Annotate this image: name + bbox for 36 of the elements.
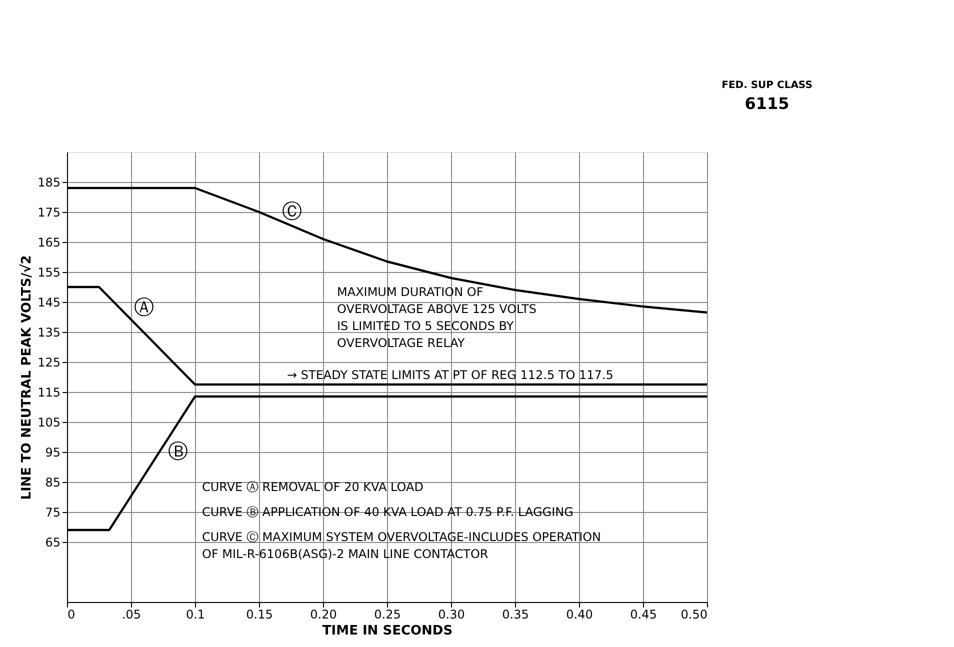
y-tick-label: 95 (45, 446, 60, 460)
y-tick-label: 125 (38, 356, 60, 370)
y-tick-label: 135 (38, 326, 60, 340)
x-tick-label: 0.45 (630, 608, 657, 622)
x-tick-label: 0.30 (438, 608, 465, 622)
y-tick-label: 85 (45, 476, 60, 490)
annotation: → STEADY STATE LIMITS AT PT OF REG 112.5 TO 117.5 (287, 368, 614, 382)
annotation: Ⓒ (282, 199, 302, 223)
annotation: Ⓐ (134, 295, 154, 319)
y-tick-label: 185 (38, 176, 60, 190)
x-tick-label: 0.1 (186, 608, 206, 622)
x-tick-label: 0 (68, 608, 76, 622)
y-tick-label: 155 (38, 266, 60, 280)
annotation: CURVE Ⓑ APPLICATION OF 40 KVA LOAD AT 0.75 P.F. LAGGING (202, 505, 574, 519)
x-tick-label: 0.35 (502, 608, 529, 622)
text: FED. SUP CLASS (722, 80, 812, 91)
x-tick-label: 0.25 (374, 608, 401, 622)
y-tick-label: 105 (38, 416, 60, 430)
annotation: CURVE Ⓐ REMOVAL OF 20 KVA LOAD (202, 480, 424, 494)
annotation: Ⓑ (168, 439, 188, 463)
text: 6115 (744, 94, 790, 113)
x-axis-title: TIME IN SECONDS (322, 624, 453, 638)
x-tick-label: 0.40 (566, 608, 593, 622)
x-tick-label: 0.20 (310, 608, 337, 622)
y-tick-label: 75 (45, 506, 60, 520)
y-tick-label: 115 (38, 386, 60, 400)
x-tick-label: .05 (122, 608, 142, 622)
annotation: MAXIMUM DURATION OF OVERVOLTAGE ABOVE 125 VOLTS IS LIMITED TO 5 SECONDS BY OVERVOLTAGE RELAY (337, 285, 536, 350)
x-tick-label: 0.50 (680, 608, 708, 622)
y-tick-label: 175 (38, 206, 60, 220)
annotation: CURVE Ⓒ MAXIMUM SYSTEM OVERVOLTAGE-INCLUDES OPERATION OF MIL-R-6106B(ASG)-2 MAIN LINE CONTACTOR (202, 530, 602, 561)
y-axis-title: LINE TO NEUTRAL PEAK VOLTS/√2 (20, 255, 35, 500)
y-tick-label: 145 (38, 296, 60, 310)
y-tick-label: 165 (38, 236, 60, 250)
y-tick-label: 65 (45, 536, 60, 550)
x-tick-label: 0.15 (246, 608, 273, 622)
